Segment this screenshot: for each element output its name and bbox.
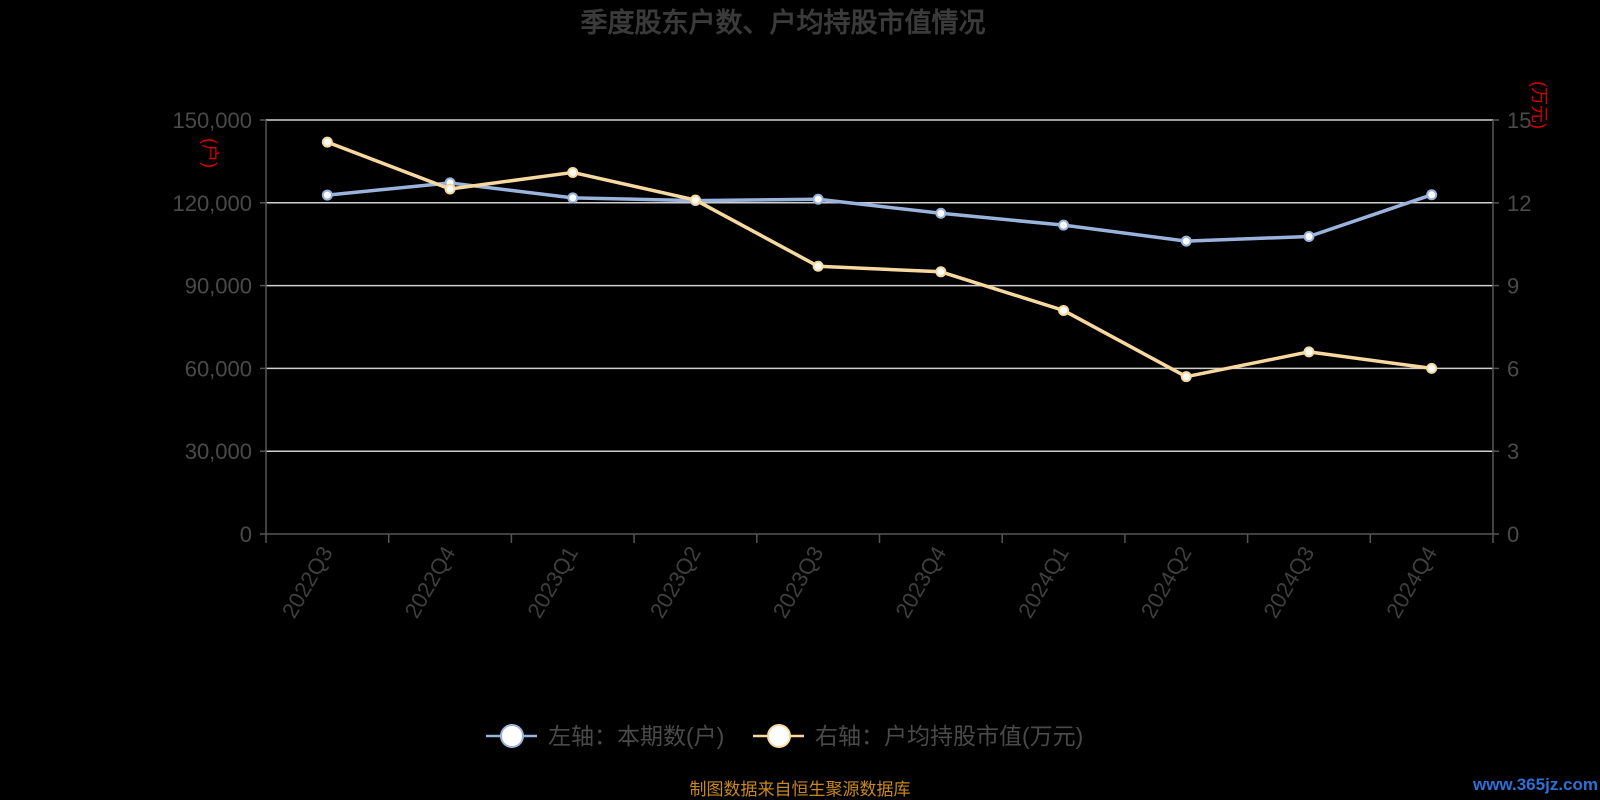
right-tick-label: 6 xyxy=(1507,356,1519,381)
legend[interactable]: 左轴：本期数(户) 右轴：户均持股市值(万元) xyxy=(486,723,1083,749)
holders-point xyxy=(1058,219,1070,231)
x-tick-label: 2023Q2 xyxy=(645,542,706,622)
left-axis-unit: (户) xyxy=(200,138,220,168)
axes: 0 0 30,000 3 60,000 6 90,000 9 120,000 12 150,000 1… xyxy=(172,108,1531,622)
x-tick-label: 2023Q3 xyxy=(768,542,829,622)
right-tick-label: 3 xyxy=(1507,439,1519,464)
legend-marker-right xyxy=(767,724,791,748)
legend-label-left: 左轴：本期数(户) xyxy=(548,723,724,749)
x-tick-label: 2022Q4 xyxy=(400,542,461,622)
legend-marker-left xyxy=(500,724,524,748)
left-tick-label: 120,000 xyxy=(172,191,252,216)
legend-item-right[interactable]: 右轴：户均持股市值(万元) xyxy=(753,723,1083,749)
holders-point xyxy=(1426,189,1438,201)
left-tick-label: 90,000 xyxy=(185,274,252,299)
x-tick-label: 2022Q3 xyxy=(277,542,338,622)
grid-lines xyxy=(266,119,1493,452)
x-tick-label: 2024Q2 xyxy=(1136,542,1197,622)
x-tick-label: 2023Q1 xyxy=(522,542,583,622)
avg-value-point xyxy=(321,136,333,148)
avg-value-point xyxy=(935,266,947,278)
left-tick-label: 0 xyxy=(240,522,252,547)
x-tick-label: 2024Q4 xyxy=(1381,542,1442,622)
holders-point xyxy=(812,193,824,205)
avg-value-point xyxy=(444,183,456,195)
avg-value-point xyxy=(1180,371,1192,383)
series-lines xyxy=(321,136,1438,383)
holders-point xyxy=(1180,235,1192,247)
holders-point xyxy=(935,207,947,219)
right-tick-label: 9 xyxy=(1507,274,1519,299)
legend-label-right: 右轴：户均持股市值(万元) xyxy=(815,723,1083,749)
avg-value-point xyxy=(812,260,824,272)
series-line-holders xyxy=(327,181,1433,243)
avg-value-point xyxy=(1426,362,1438,374)
right-axis-unit: (万元) xyxy=(1529,81,1549,129)
watermark: www.365jz.com xyxy=(1472,775,1598,794)
holders-point xyxy=(1303,230,1315,242)
holders-point xyxy=(321,189,333,201)
left-tick-label: 30,000 xyxy=(185,439,252,464)
right-tick-label: 0 xyxy=(1507,522,1519,547)
avg-value-point xyxy=(1058,304,1070,316)
chart-title: 季度股东户数、户均持股市值情况 xyxy=(581,7,986,38)
right-tick-label: 12 xyxy=(1507,191,1531,216)
data-source-note: 制图数据来自恒生聚源数据库 xyxy=(690,780,911,799)
x-tick-label: 2024Q3 xyxy=(1258,542,1319,622)
avg-value-point xyxy=(567,166,579,178)
left-tick-label: 60,000 xyxy=(185,356,252,381)
x-tick-label: 2023Q4 xyxy=(890,542,951,622)
x-tick-label: 2024Q1 xyxy=(1013,542,1074,622)
left-tick-label: 150,000 xyxy=(172,108,252,133)
right-tick-label: 15 xyxy=(1507,108,1531,133)
avg-value-point xyxy=(1303,346,1315,358)
avg-value-point xyxy=(689,194,701,206)
holders-point xyxy=(567,192,579,204)
legend-item-left[interactable]: 左轴：本期数(户) xyxy=(486,723,724,749)
series-line-avg-value xyxy=(326,140,1432,379)
